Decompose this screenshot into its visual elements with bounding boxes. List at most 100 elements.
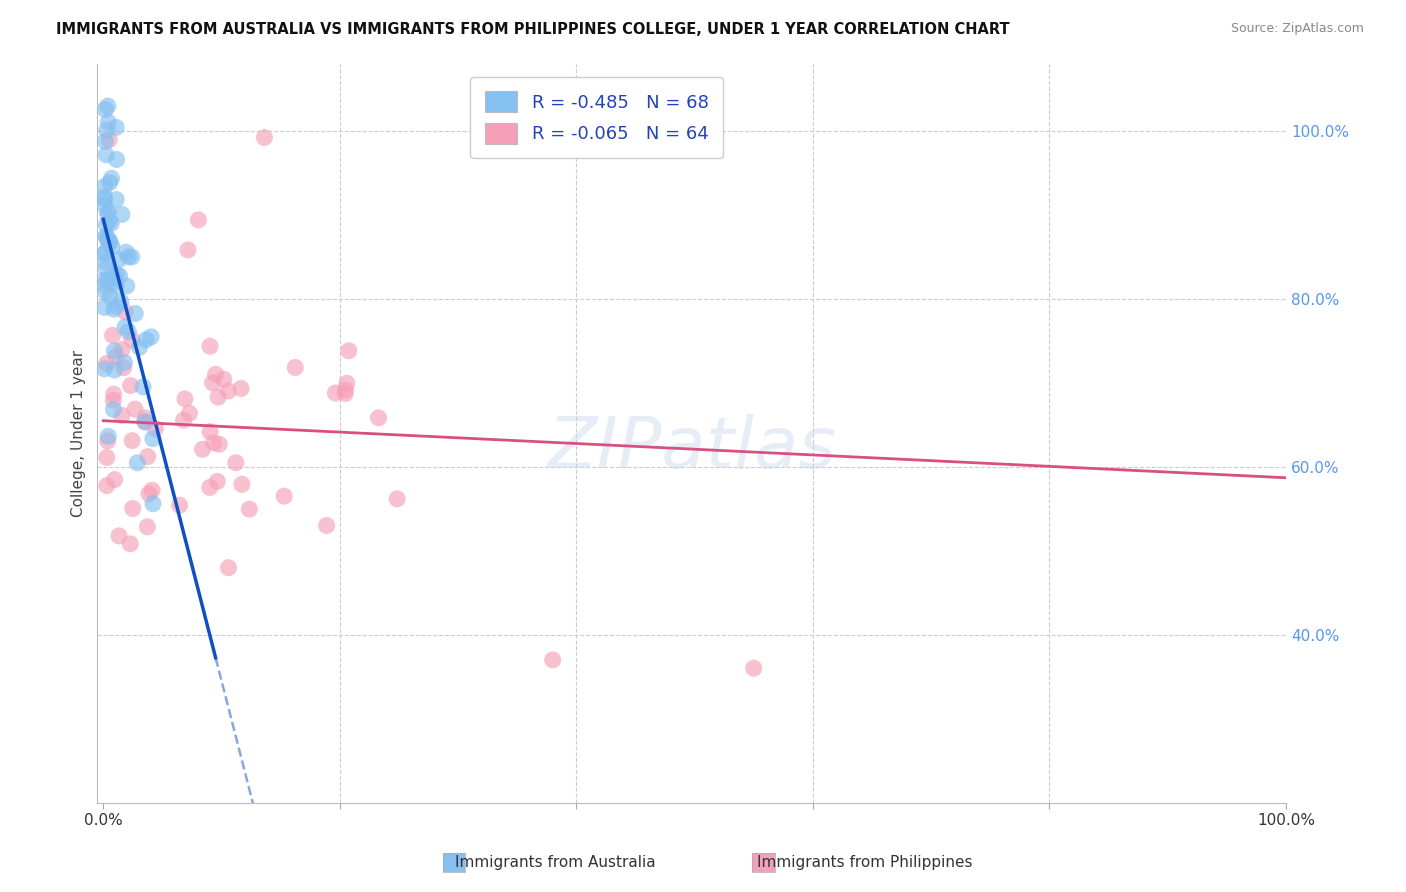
Point <box>132 380 155 394</box>
Point <box>96 123 118 137</box>
Point <box>142 432 165 446</box>
Point <box>93 198 115 212</box>
Point <box>315 518 337 533</box>
Point <box>93 361 115 376</box>
Point <box>124 306 146 320</box>
Point <box>103 302 125 317</box>
Point <box>201 376 224 390</box>
Point <box>97 99 120 113</box>
Point <box>134 415 156 429</box>
Point <box>273 489 295 503</box>
Point <box>96 357 118 371</box>
Point <box>325 386 347 401</box>
Point <box>97 272 120 286</box>
Point <box>124 402 146 417</box>
Point <box>101 239 124 253</box>
Point <box>120 378 142 392</box>
Point <box>173 413 195 427</box>
Point <box>742 661 765 675</box>
Point <box>103 343 125 358</box>
Point <box>142 497 165 511</box>
Point <box>101 275 124 289</box>
Point <box>103 270 125 285</box>
Point <box>103 387 125 401</box>
Point <box>117 325 139 339</box>
Point <box>367 410 389 425</box>
Point <box>93 192 115 206</box>
Point <box>136 520 159 534</box>
Point <box>174 392 197 406</box>
Point <box>198 425 221 439</box>
Text: Immigrants from Philippines: Immigrants from Philippines <box>756 855 973 870</box>
Point <box>121 434 143 448</box>
Point <box>139 330 162 344</box>
Point <box>135 333 157 347</box>
Point <box>104 473 127 487</box>
Point <box>97 233 120 247</box>
Point <box>105 268 128 282</box>
Point <box>94 147 117 161</box>
Point <box>208 437 231 451</box>
Point <box>115 279 138 293</box>
Point <box>105 193 128 207</box>
Point <box>98 176 121 190</box>
Point <box>105 153 128 167</box>
Point <box>98 289 121 303</box>
Point <box>96 450 118 465</box>
Point <box>114 305 136 319</box>
Point <box>141 483 163 498</box>
Point <box>94 228 117 243</box>
Point <box>105 299 128 313</box>
Point <box>105 120 128 135</box>
Point <box>96 230 118 244</box>
Point <box>212 372 235 386</box>
Point <box>98 235 121 249</box>
Point <box>103 393 125 408</box>
Point <box>121 250 143 264</box>
Point <box>93 246 115 260</box>
Point <box>238 502 260 516</box>
Point <box>136 450 159 464</box>
Point <box>94 245 117 260</box>
Point <box>96 218 118 232</box>
Point <box>111 409 134 423</box>
Point <box>94 272 117 286</box>
Point <box>115 245 138 260</box>
Point <box>111 343 134 357</box>
Point <box>336 376 359 391</box>
Point <box>128 340 150 354</box>
Text: Source: ZipAtlas.com: Source: ZipAtlas.com <box>1230 22 1364 36</box>
Point <box>121 333 143 347</box>
Point <box>191 442 214 457</box>
Point <box>97 115 120 129</box>
Legend: R = -0.485   N = 68, R = -0.065   N = 64: R = -0.485 N = 68, R = -0.065 N = 64 <box>470 77 723 158</box>
Point <box>94 103 117 117</box>
Point <box>134 410 156 425</box>
Point <box>96 478 118 492</box>
Point <box>96 206 118 220</box>
Point <box>231 477 253 491</box>
Point <box>204 368 226 382</box>
Point <box>114 355 136 369</box>
Point <box>105 350 128 364</box>
Point <box>284 360 307 375</box>
Point <box>93 190 115 204</box>
Point <box>101 328 124 343</box>
Text: ZIPatlas: ZIPatlas <box>547 414 837 483</box>
Point <box>100 216 122 230</box>
Point <box>253 130 276 145</box>
Point <box>111 207 134 221</box>
Point <box>94 285 117 299</box>
Point <box>93 179 115 194</box>
Point <box>229 381 252 395</box>
Point <box>114 320 136 334</box>
Point <box>93 301 115 315</box>
Point <box>96 255 118 269</box>
Point <box>541 653 564 667</box>
Point <box>207 390 229 404</box>
Point <box>100 171 122 186</box>
Point <box>120 537 142 551</box>
Point <box>107 252 129 267</box>
Point <box>108 268 131 283</box>
Point <box>179 406 201 420</box>
